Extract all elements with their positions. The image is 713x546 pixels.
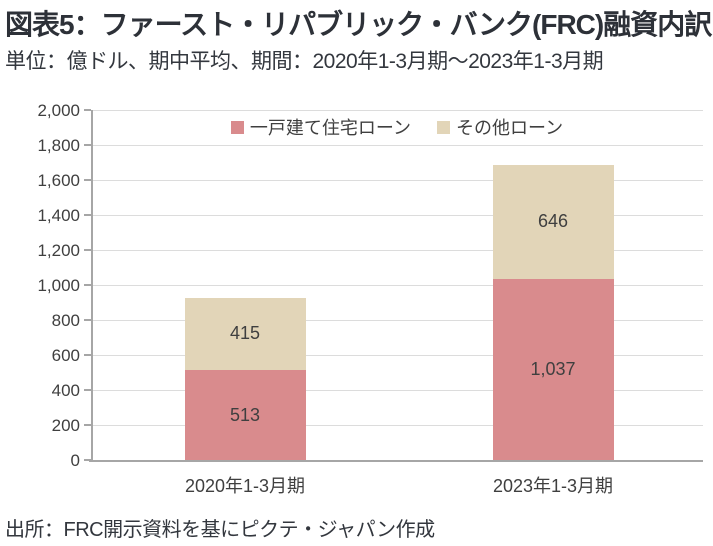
legend-swatch-icon — [230, 120, 244, 134]
legend-item: その他ローン — [437, 114, 563, 140]
y-axis-tick — [84, 179, 91, 181]
y-axis-tick — [84, 319, 91, 321]
y-axis-tick — [84, 354, 91, 356]
x-tick-label: 2023年1-3月期 — [492, 476, 614, 496]
gridline — [91, 215, 703, 216]
legend-label: その他ローン — [456, 118, 564, 138]
bar-value-label: 513 — [229, 404, 261, 425]
gridline — [91, 110, 703, 111]
chart-title: 図表5：ファースト・リパブリック・バンク(FRC)融資内訳 — [5, 9, 712, 40]
y-tick-label: 1,400 — [37, 206, 80, 225]
y-tick-label: 0 — [70, 451, 80, 470]
legend-swatch-icon — [437, 120, 450, 134]
y-tick-label: 400 — [51, 381, 80, 400]
y-tick-label: 1,800 — [37, 136, 80, 155]
gridline — [91, 180, 703, 181]
gridline — [91, 250, 703, 251]
source-note: 出所：FRC開示資料を基にピクテ・ジャパン作成 — [5, 519, 435, 541]
y-tick-label: 1,000 — [37, 276, 80, 295]
x-tick-label: 2020年1-3月期 — [184, 476, 306, 496]
gridline — [91, 320, 703, 321]
y-axis-tick — [84, 109, 91, 111]
y-axis-tick — [84, 424, 91, 426]
y-tick-label: 1,600 — [37, 171, 80, 190]
gridline — [91, 390, 703, 391]
y-axis-tick — [84, 144, 91, 146]
bar-segment: 513 — [184, 370, 306, 460]
y-tick-label: 200 — [51, 416, 80, 435]
y-axis-tick — [84, 249, 91, 251]
y-tick-label: 2,000 — [37, 101, 80, 120]
y-tick-label: 600 — [51, 346, 80, 365]
bar-segment: 646 — [492, 165, 614, 279]
bar-segment: 1,037 — [492, 278, 614, 460]
x-axis — [89, 460, 703, 462]
gridline — [91, 355, 703, 356]
bar-value-label: 1,037 — [530, 358, 576, 379]
legend-label: 一戸建て住宅ローン — [249, 118, 411, 138]
y-axis-tick — [84, 214, 91, 216]
bar-segment: 415 — [184, 297, 306, 371]
bar-value-label: 415 — [229, 323, 261, 344]
y-axis — [91, 110, 93, 460]
y-axis-tick — [84, 284, 91, 286]
legend: 一戸建て住宅ローン その他ローン — [91, 114, 703, 140]
bar-value-label: 646 — [537, 211, 569, 232]
y-axis-tick — [84, 389, 91, 391]
gridline — [91, 145, 703, 146]
gridline — [91, 285, 703, 286]
legend-item: 一戸建て住宅ローン — [230, 114, 411, 140]
gridline — [91, 425, 703, 426]
y-axis-tick — [84, 459, 91, 461]
y-tick-label: 1,200 — [37, 241, 80, 260]
y-tick-label: 800 — [51, 311, 80, 330]
chart-subtitle: 単位：億ドル、期中平均、期間：2020年1-3月期～2023年1-3月期 — [5, 50, 604, 73]
